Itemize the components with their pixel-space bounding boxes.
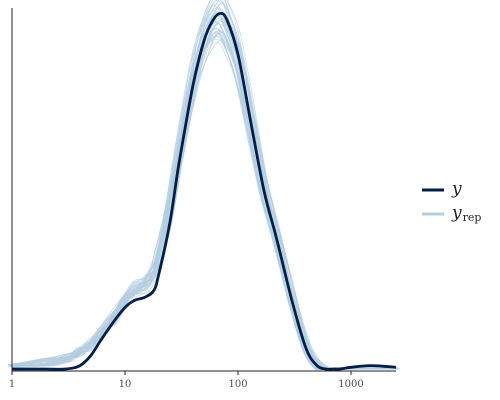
legend: y yrep xyxy=(422,179,481,224)
yrep-draw-line xyxy=(13,23,398,370)
y-density-line xyxy=(12,12,397,371)
x-ticks: 1 10 100 1000 xyxy=(9,371,364,390)
yrep-draw-line xyxy=(8,38,393,370)
yrep-draw-line xyxy=(8,35,394,370)
yrep-draw-line xyxy=(9,14,394,370)
legend-yrep-label: yrep xyxy=(451,203,481,224)
x-tick-label: 1 xyxy=(9,379,15,390)
x-tick-label: 100 xyxy=(228,379,247,390)
yrep-draw-line xyxy=(8,30,393,370)
yrep-draw-line xyxy=(13,0,398,370)
yrep-draw-line xyxy=(8,32,393,370)
plot-area xyxy=(7,0,400,371)
yrep-draw-line xyxy=(10,41,396,370)
x-tick-label: 10 xyxy=(119,379,132,390)
yrep-draw-line xyxy=(9,36,394,370)
yrep-draw-line xyxy=(15,17,400,370)
yrep-draw-line xyxy=(13,30,398,370)
yrep-draw-line xyxy=(12,39,398,370)
yrep-draw-line xyxy=(9,28,394,370)
yrep-draw-line xyxy=(15,12,400,370)
yrep-draw-line xyxy=(15,21,400,370)
yrep-draw-line xyxy=(11,30,396,371)
yrep-draw-line xyxy=(11,33,396,370)
yrep-draw-line xyxy=(15,31,400,370)
yrep-draw-line xyxy=(12,32,397,370)
yrep-draw-line xyxy=(14,32,399,370)
yrep-draw-line xyxy=(14,13,399,370)
x-tick-label: 1000 xyxy=(338,379,363,390)
legend-y-label: y xyxy=(451,179,462,199)
yrep-draw-line xyxy=(15,18,400,370)
yrep-draw-line xyxy=(11,20,396,370)
yrep-draw-line xyxy=(13,1,399,370)
